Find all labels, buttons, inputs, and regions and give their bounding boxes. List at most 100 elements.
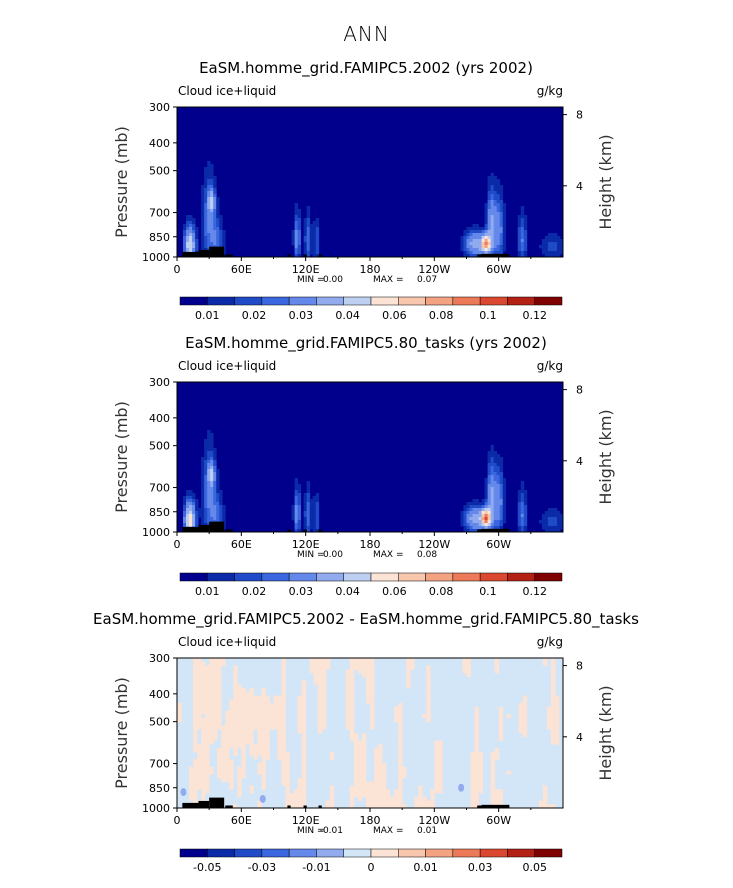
- field-cell: [294, 502, 299, 506]
- field-cell: [233, 669, 238, 674]
- field-cell: [201, 487, 205, 491]
- field-cell: [496, 487, 501, 491]
- field-cell: [225, 766, 230, 771]
- field-cell: [474, 800, 479, 805]
- field-cell: [487, 493, 492, 497]
- field-cell: [183, 236, 187, 240]
- field-cell: [374, 804, 379, 809]
- field-cell: [201, 520, 205, 524]
- max-label: MAX =: [373, 275, 404, 285]
- field-cell: [201, 718, 206, 723]
- field-cell: [303, 517, 308, 521]
- field-cell: [249, 785, 254, 790]
- land-mask: [303, 254, 307, 257]
- field-cell: [210, 499, 214, 503]
- field-cell: [550, 658, 556, 663]
- field-cell: [312, 511, 317, 515]
- field-cell: [466, 233, 470, 237]
- field-cell: [221, 725, 226, 730]
- field-cell: [207, 430, 211, 434]
- topography: [182, 521, 510, 532]
- field-cell: [496, 454, 501, 458]
- field-cell: [487, 511, 492, 515]
- field-cell: [219, 493, 223, 497]
- field-cell: [205, 733, 210, 738]
- field-cell: [177, 714, 182, 719]
- field-cell: [398, 804, 403, 809]
- field-cell: [349, 669, 355, 674]
- field-cell: [257, 763, 262, 768]
- field-cell: [201, 695, 206, 700]
- field-cell: [309, 248, 314, 252]
- field-cell: [201, 665, 206, 670]
- field-cell: [213, 209, 217, 213]
- field-cell: [207, 487, 211, 491]
- field-cell: [297, 714, 303, 719]
- field-cell: [353, 751, 359, 756]
- field-cell: [193, 778, 198, 783]
- field-cell: [309, 523, 314, 527]
- field-cell: [306, 224, 311, 228]
- field-cell: [466, 529, 470, 533]
- field-cell: [237, 793, 242, 798]
- field-cell: [233, 718, 238, 723]
- field-cell: [222, 517, 226, 521]
- field-cell: [204, 508, 208, 512]
- field-cell: [261, 733, 266, 738]
- field-cell: [207, 215, 211, 219]
- colorbar-label: 0.02: [242, 585, 267, 598]
- field-cell: [365, 785, 371, 790]
- field-cell: [207, 227, 211, 231]
- field-cell: [553, 523, 558, 527]
- field-cell: [487, 197, 492, 201]
- field-cell: [222, 236, 226, 240]
- field-cell: [550, 511, 555, 515]
- field-cell: [487, 490, 492, 494]
- field-cell: [261, 699, 266, 704]
- field-cell: [484, 508, 489, 512]
- field-cell: [496, 472, 501, 476]
- field-cell: [472, 242, 476, 246]
- field-cell: [297, 785, 303, 790]
- field-cell: [195, 520, 199, 524]
- field-cell: [294, 520, 299, 524]
- field-cell: [559, 245, 564, 249]
- field-cell: [273, 718, 278, 723]
- field-cell: [209, 691, 214, 696]
- field-cell: [301, 800, 307, 805]
- y-tick-label: 1000: [142, 251, 170, 264]
- field-cell: [418, 785, 423, 790]
- field-cell: [506, 770, 512, 775]
- field-cell: [294, 254, 299, 258]
- field-cell: [277, 703, 282, 708]
- field-cell: [257, 770, 262, 775]
- colorbar-swatch: [179, 848, 208, 858]
- field-cell: [245, 721, 250, 726]
- field-cell: [294, 251, 299, 255]
- field-cell: [253, 703, 258, 708]
- field-cell: [245, 703, 250, 708]
- field-cell: [216, 230, 220, 234]
- field-cell: [192, 514, 196, 518]
- field-cell: [365, 793, 371, 798]
- field-cell: [370, 695, 375, 700]
- field-cell: [197, 714, 202, 719]
- field-cell: [209, 729, 214, 734]
- field-cell: [201, 469, 205, 473]
- field-cell: [494, 661, 500, 666]
- field-cell: [499, 508, 504, 512]
- field-cell: [205, 725, 210, 730]
- colorbar-swatch: [370, 296, 399, 306]
- field-cell: [313, 658, 319, 663]
- field-cell: [374, 748, 379, 753]
- colorbar-swatch: [534, 572, 563, 582]
- field-cell: [213, 714, 218, 719]
- field-cell: [490, 176, 495, 180]
- field-cell: [315, 224, 320, 228]
- field-cell: [205, 763, 210, 768]
- field-cell: [201, 209, 205, 213]
- field-cell: [209, 766, 214, 771]
- field-cell: [297, 245, 302, 249]
- field-cell: [523, 236, 528, 240]
- field-cell: [520, 523, 525, 527]
